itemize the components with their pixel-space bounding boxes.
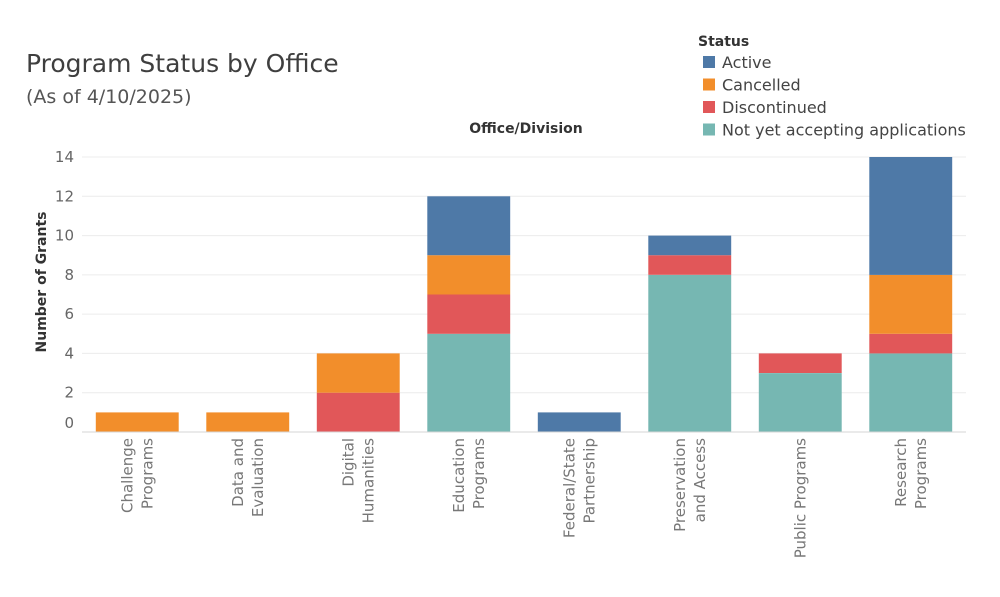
x-tick-label-line: Research [892, 438, 910, 507]
x-tick-label-federal-state-partnership: Federal/State Partnership [560, 438, 598, 538]
x-tick-label-line: Humanities [359, 438, 377, 524]
bar-research-programs-not-yet-accepting-applications[interactable] [869, 353, 953, 432]
legend-swatch-cancelled [703, 78, 715, 91]
x-tick-label-line: Evaluation [249, 438, 267, 517]
legend-label-cancelled[interactable]: Cancelled [722, 76, 801, 95]
x-tick-label-line: Education [450, 438, 468, 513]
legend-swatch-not-yet-accepting-applications [703, 123, 715, 136]
bar-education-programs-cancelled[interactable] [427, 255, 511, 295]
x-tick-label-line: and Access [691, 438, 709, 523]
x-tick-label-challenge-programs: Challenge Programs [118, 438, 156, 513]
x-tick-label-line: Programs [138, 438, 156, 509]
y-tick-label-10: 10 [55, 227, 74, 245]
column-header: Office/Division [469, 121, 582, 137]
x-tick-label-line: Partnership [580, 438, 598, 524]
x-tick-label-line: Programs [470, 438, 488, 509]
y-tick-label-2: 2 [64, 384, 74, 402]
y-tick-label-6: 6 [64, 305, 74, 323]
bar-digital-humanities-cancelled[interactable] [316, 353, 400, 393]
x-tick-label-line: Federal/State [560, 438, 578, 538]
bar-challenge-programs-cancelled[interactable] [95, 412, 179, 432]
x-axis-categories: Challenge Programs Data and Evaluation Digit… [118, 438, 930, 558]
bar-data-and-evaluation-cancelled[interactable] [206, 412, 290, 432]
bar-public-programs-not-yet-accepting-applications[interactable] [758, 373, 842, 432]
legend-label-not-yet-accepting-applications[interactable]: Not yet accepting applications [722, 121, 966, 140]
legend[interactable]: Status Active Cancelled Discontinued Not ye… [698, 34, 966, 140]
x-tick-label-preservation-and-access: Preservation and Access [671, 438, 709, 532]
x-tick-label-line: Digital [339, 438, 357, 487]
bar-education-programs-not-yet-accepting-applications[interactable] [427, 333, 511, 432]
y-tick-label-0: 0 [64, 414, 74, 432]
x-tick-label-public-programs: Public Programs [791, 438, 809, 558]
bar-preservation-and-access-discontinued[interactable] [648, 255, 732, 275]
chart-subtitle: (As of 4/10/2025) [26, 86, 192, 108]
bar-research-programs-discontinued[interactable] [869, 333, 953, 354]
bar-preservation-and-access-not-yet-accepting-applications[interactable] [648, 274, 732, 432]
bar-research-programs-cancelled[interactable] [869, 274, 953, 334]
x-tick-label-line: Public Programs [791, 438, 809, 558]
x-tick-label-line: Preservation [671, 438, 689, 532]
bar-preservation-and-access-active[interactable] [648, 235, 732, 256]
bar-education-programs-active[interactable] [427, 196, 511, 256]
y-tick-label-4: 4 [64, 344, 74, 362]
x-tick-label-education-programs: Education Programs [450, 438, 488, 513]
bar-digital-humanities-discontinued[interactable] [316, 392, 400, 432]
legend-swatch-active [703, 56, 715, 68]
y-axis-ticks: 0 2 4 6 8 10 12 14 [55, 148, 74, 432]
y-axis-title: Number of Grants [34, 212, 50, 353]
bar-research-programs-active[interactable] [869, 157, 953, 275]
x-tick-label-line: Challenge [118, 438, 136, 513]
y-tick-label-12: 12 [55, 187, 74, 205]
legend-label-active[interactable]: Active [722, 53, 772, 72]
x-tick-label-data-and-evaluation: Data and Evaluation [229, 438, 267, 517]
y-tick-label-14: 14 [55, 148, 74, 166]
gridlines [82, 156, 966, 394]
x-tick-label-line: Data and [229, 438, 247, 507]
bar-public-programs-discontinued[interactable] [758, 353, 842, 373]
bar-education-programs-discontinued[interactable] [427, 294, 511, 334]
chart-title: Program Status by Office [26, 49, 339, 78]
x-tick-label-digital-humanities: Digital Humanities [339, 438, 377, 524]
x-tick-label-research-programs: Research Programs [892, 438, 930, 509]
bar-federal-state-partnership-active[interactable] [537, 412, 621, 432]
legend-swatch-discontinued [703, 101, 715, 113]
bars [95, 157, 953, 432]
x-tick-label-line: Programs [912, 438, 930, 509]
y-tick-label-8: 8 [64, 266, 74, 284]
legend-title: Status [698, 34, 749, 50]
legend-label-discontinued[interactable]: Discontinued [722, 98, 827, 117]
